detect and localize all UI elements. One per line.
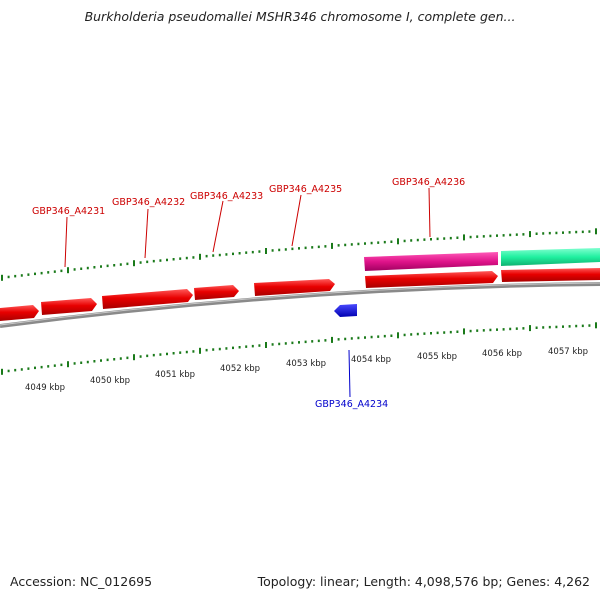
map-title: Burkholderia pseudomallei MSHR346 chromo… (84, 9, 516, 24)
gene-label-a4236[interactable]: GBP346_A4236 (392, 177, 465, 188)
gene-label-a4234[interactable]: GBP346_A4234 (315, 399, 388, 410)
kbp-label: 4049 kbp (25, 383, 65, 393)
gene-arrow-a4233[interactable] (194, 285, 239, 300)
gene-label-a4232[interactable]: GBP346_A4232 (112, 197, 185, 208)
gene-label-a4233[interactable]: GBP346_A4233 (190, 191, 263, 202)
gene-arrow-a4234[interactable] (334, 304, 357, 317)
gene-label-a4231[interactable]: GBP346_A4231 (32, 206, 105, 217)
gene-arrow[interactable] (0, 305, 39, 321)
kbp-label: 4054 kbp (351, 355, 391, 365)
topology-info: Topology: linear; Length: 4,098,576 bp; … (257, 574, 590, 589)
leader-a4233 (212, 200, 224, 253)
leader-a4232 (144, 208, 149, 259)
kbp-label: 4052 kbp (220, 364, 260, 374)
accession-text: Accession: NC_012695 (10, 574, 153, 589)
kbp-label: 4056 kbp (482, 349, 522, 359)
feature-green[interactable] (501, 248, 600, 266)
leader-a4234 (348, 349, 351, 398)
gene-arrow-a4235[interactable] (254, 279, 335, 296)
leader-a4231 (64, 216, 68, 268)
gene-arrow[interactable] (501, 268, 600, 282)
reverse-tick-track (1, 322, 597, 375)
kbp-label: 4055 kbp (417, 352, 457, 362)
kbp-label: 4053 kbp (286, 359, 326, 369)
leader-a4236 (428, 187, 431, 238)
feature-magenta[interactable] (364, 252, 498, 271)
gene-arrow-a4231[interactable] (41, 298, 97, 315)
gene-arrow-a4232[interactable] (102, 289, 193, 309)
leader-a4235 (291, 194, 302, 247)
forward-tick-track (1, 228, 597, 281)
gene-arrow-a4236[interactable] (365, 271, 498, 288)
kbp-label: 4050 kbp (90, 376, 130, 386)
kbp-label: 4051 kbp (155, 370, 195, 380)
kbp-label: 4057 kbp (548, 347, 588, 357)
chromosome-backbone (0, 282, 600, 328)
gene-label-a4235[interactable]: GBP346_A4235 (269, 184, 342, 195)
chromosome-backbone-highlight (0, 282, 600, 326)
